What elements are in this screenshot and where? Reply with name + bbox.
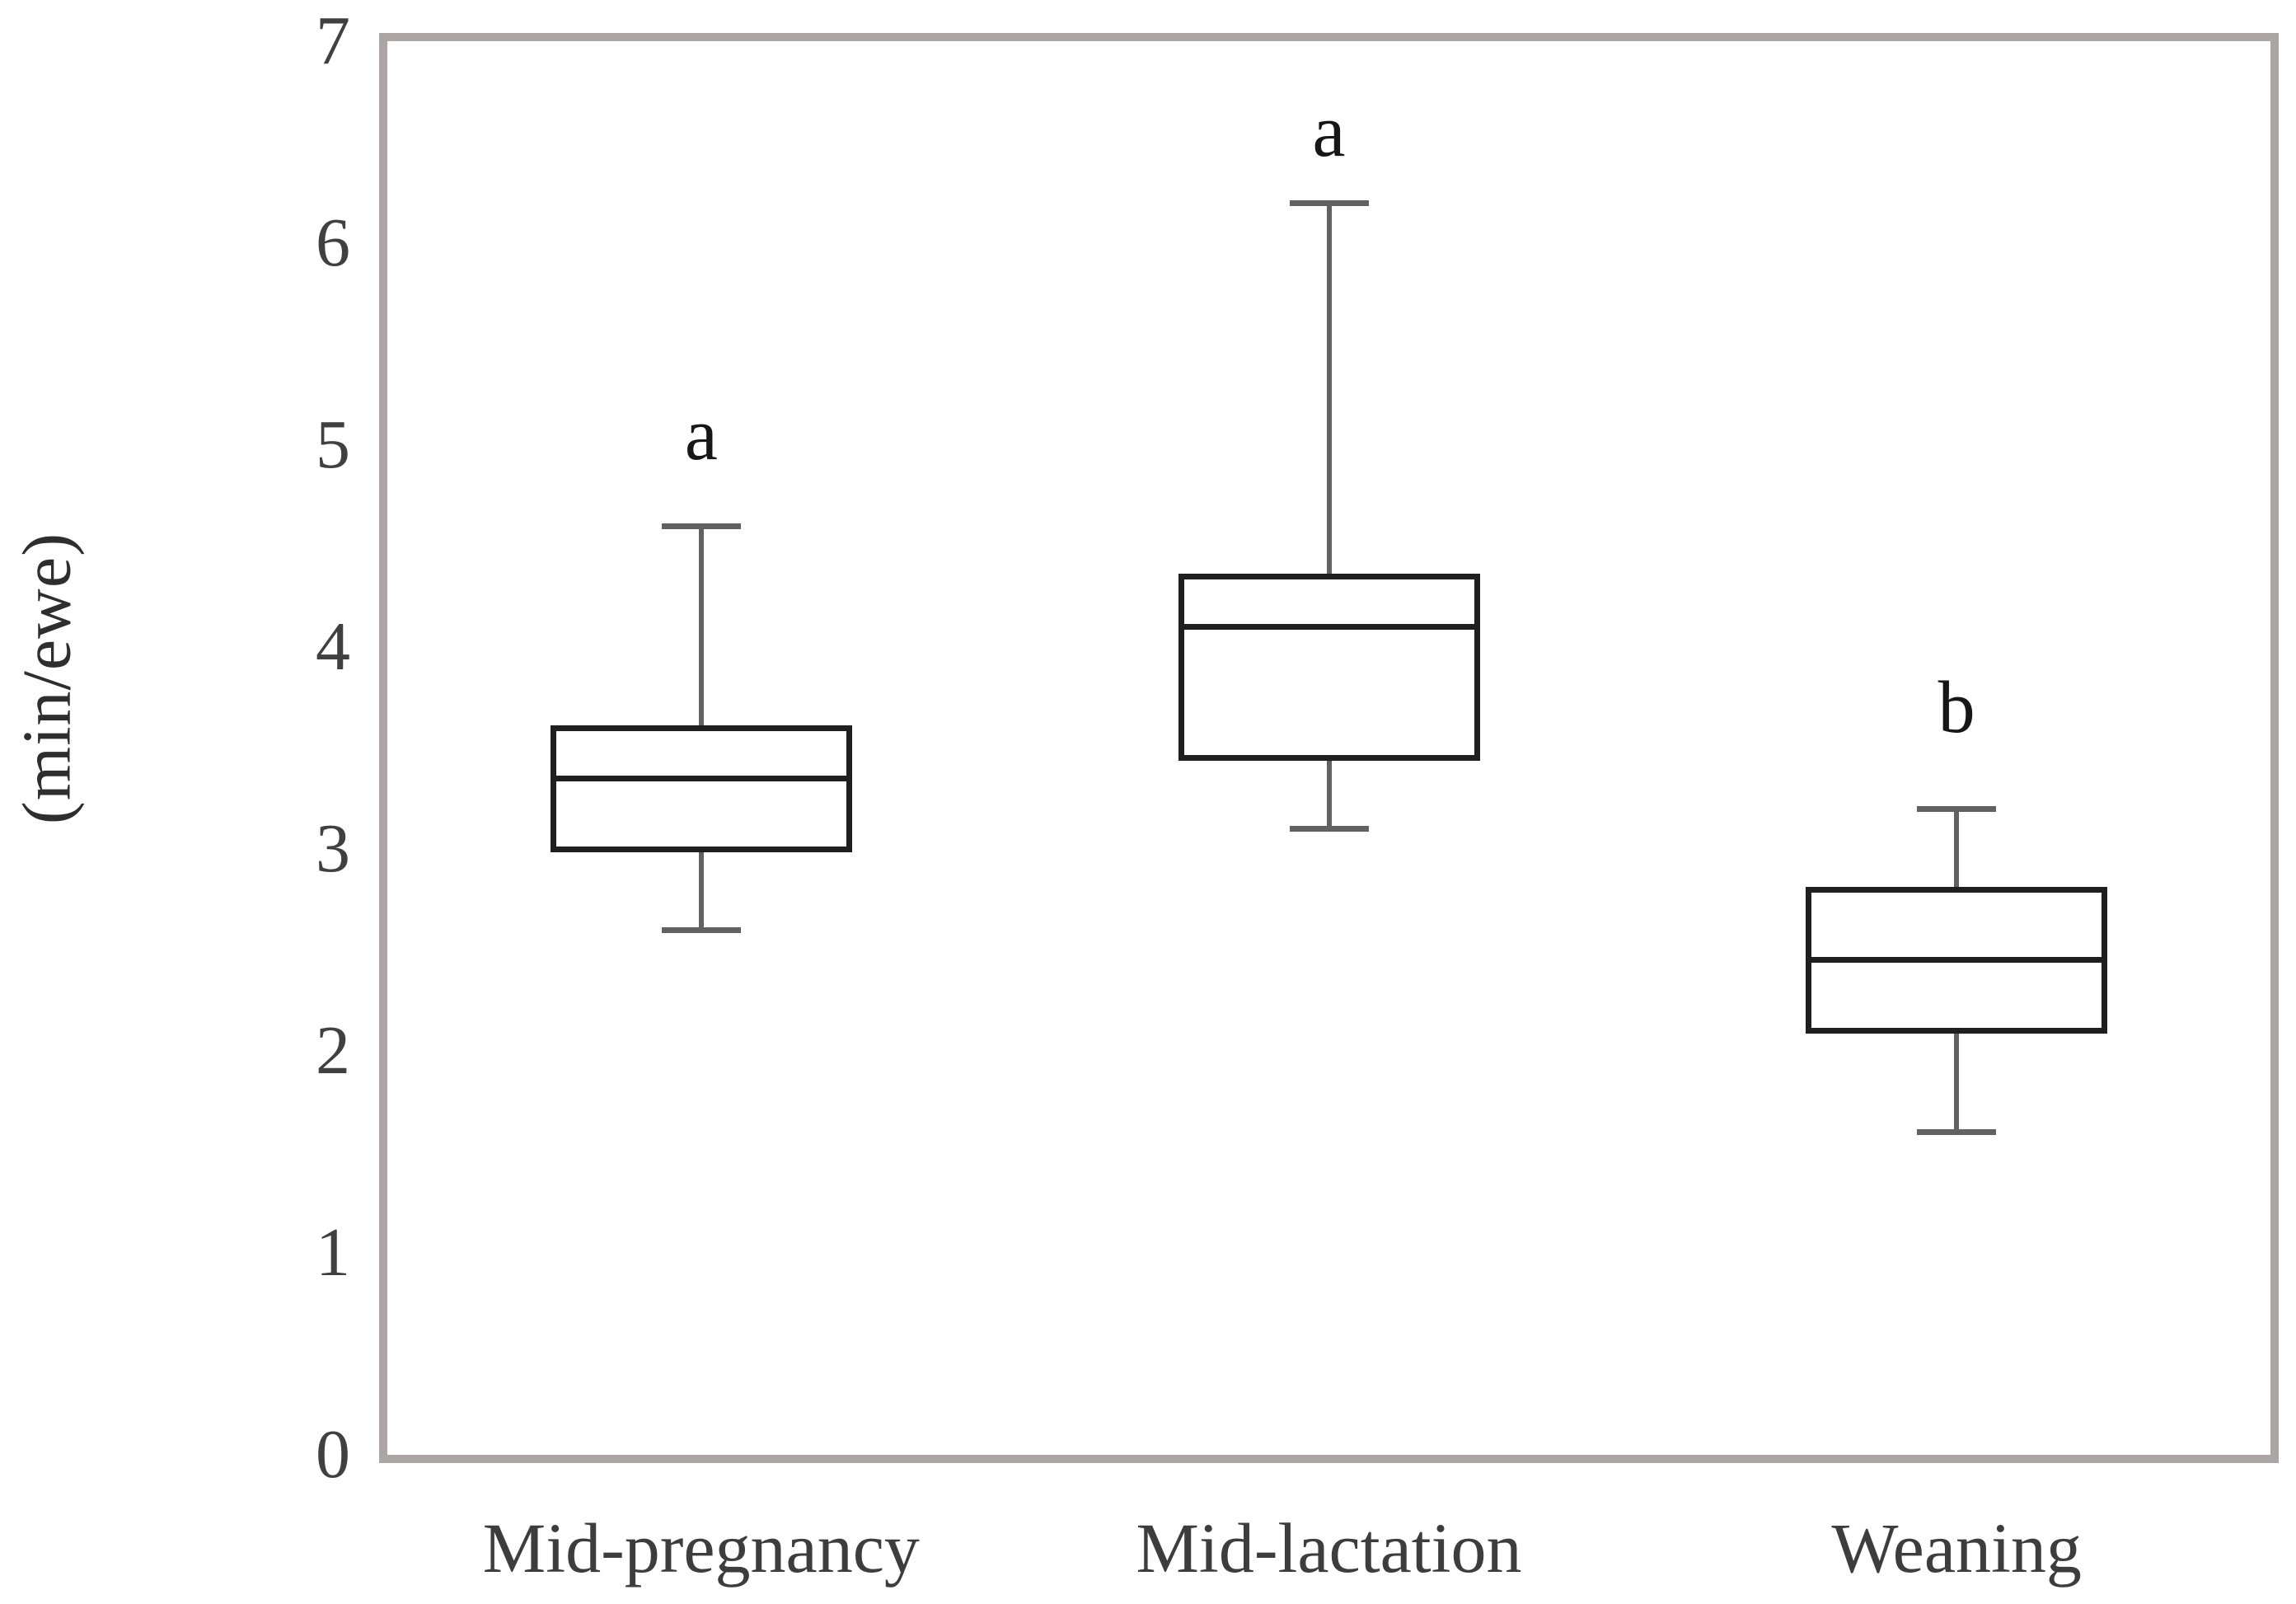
whisker-cap-bottom: [1289, 826, 1369, 832]
whisker-line: [1326, 203, 1332, 829]
y-tick-label: 5: [316, 406, 350, 483]
x-category-label: Mid-pregnancy: [482, 1508, 920, 1588]
y-tick-label: 3: [316, 810, 350, 887]
x-category-label: Mid-lactation: [1136, 1508, 1522, 1588]
y-tick-label: 6: [316, 204, 350, 281]
y-tick-label: 4: [316, 608, 350, 685]
whisker-cap-top: [661, 523, 741, 529]
y-axis-title: (min/ewe): [8, 532, 86, 825]
y-tick-label: 0: [316, 1416, 350, 1493]
median-line: [550, 775, 852, 781]
y-tick-label: 7: [316, 2, 350, 79]
median-line: [1806, 957, 2108, 964]
box: [1178, 573, 1480, 762]
y-tick-label: 1: [316, 1214, 350, 1291]
significance-letter: b: [1938, 666, 1975, 748]
whisker-cap-bottom: [661, 926, 741, 933]
box: [550, 725, 852, 852]
whisker-cap-top: [1289, 199, 1369, 206]
x-category-label: Weaning: [1831, 1508, 2082, 1588]
significance-letter: a: [684, 393, 718, 476]
median-line: [1178, 624, 1480, 630]
whisker-cap-top: [1917, 805, 1997, 812]
significance-letter: a: [1312, 91, 1346, 173]
whisker-cap-bottom: [1917, 1128, 1997, 1135]
y-tick-label: 2: [316, 1012, 350, 1089]
